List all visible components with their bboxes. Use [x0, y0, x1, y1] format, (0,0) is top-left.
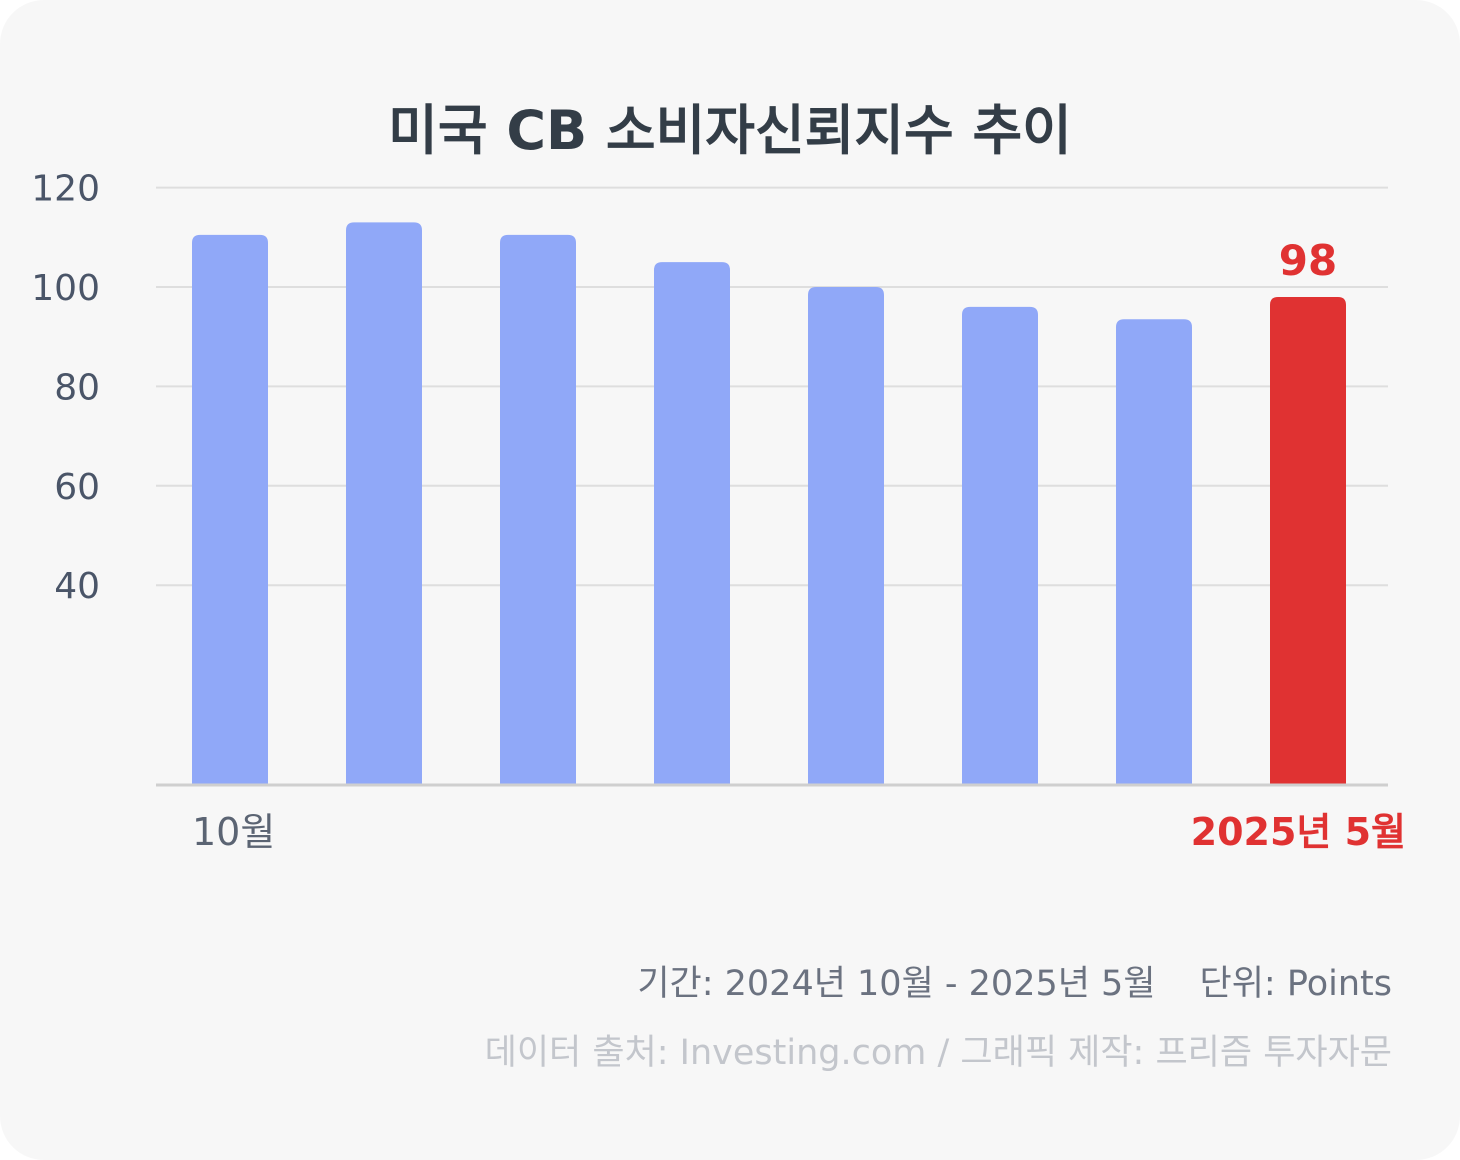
bar — [346, 222, 422, 784]
bar — [500, 234, 576, 784]
y-tick-label: 80 — [54, 367, 100, 408]
bar — [192, 234, 268, 784]
x-tick-label: 10월 — [192, 810, 275, 854]
period-text: 기간: 2024년 10월 - 2025년 5월 — [637, 964, 1156, 1004]
y-tick-label: 60 — [54, 467, 100, 508]
highlight-bar — [1270, 296, 1346, 784]
period-unit-line: 기간: 2024년 10월 - 2025년 5월 단위: Points — [637, 955, 1392, 1006]
data-label: 98 — [1279, 236, 1337, 285]
y-tick-label: 100 — [31, 268, 100, 309]
bar — [962, 306, 1038, 784]
source-text: 데이터 출처: Investing.com / 그래픽 제작: 프리즘 투자자문 — [484, 1033, 1392, 1073]
chart-title: 미국 CB 소비자신뢰지수 추이 — [388, 99, 1072, 162]
bar — [808, 287, 884, 784]
bar — [1116, 319, 1192, 784]
unit-text: 단위: Points — [1199, 964, 1392, 1004]
y-tick-label: 40 — [54, 566, 100, 607]
x-tick-label: 2025년 5월 — [1191, 810, 1406, 854]
bar — [654, 262, 730, 784]
y-tick-label: 120 — [31, 169, 100, 210]
